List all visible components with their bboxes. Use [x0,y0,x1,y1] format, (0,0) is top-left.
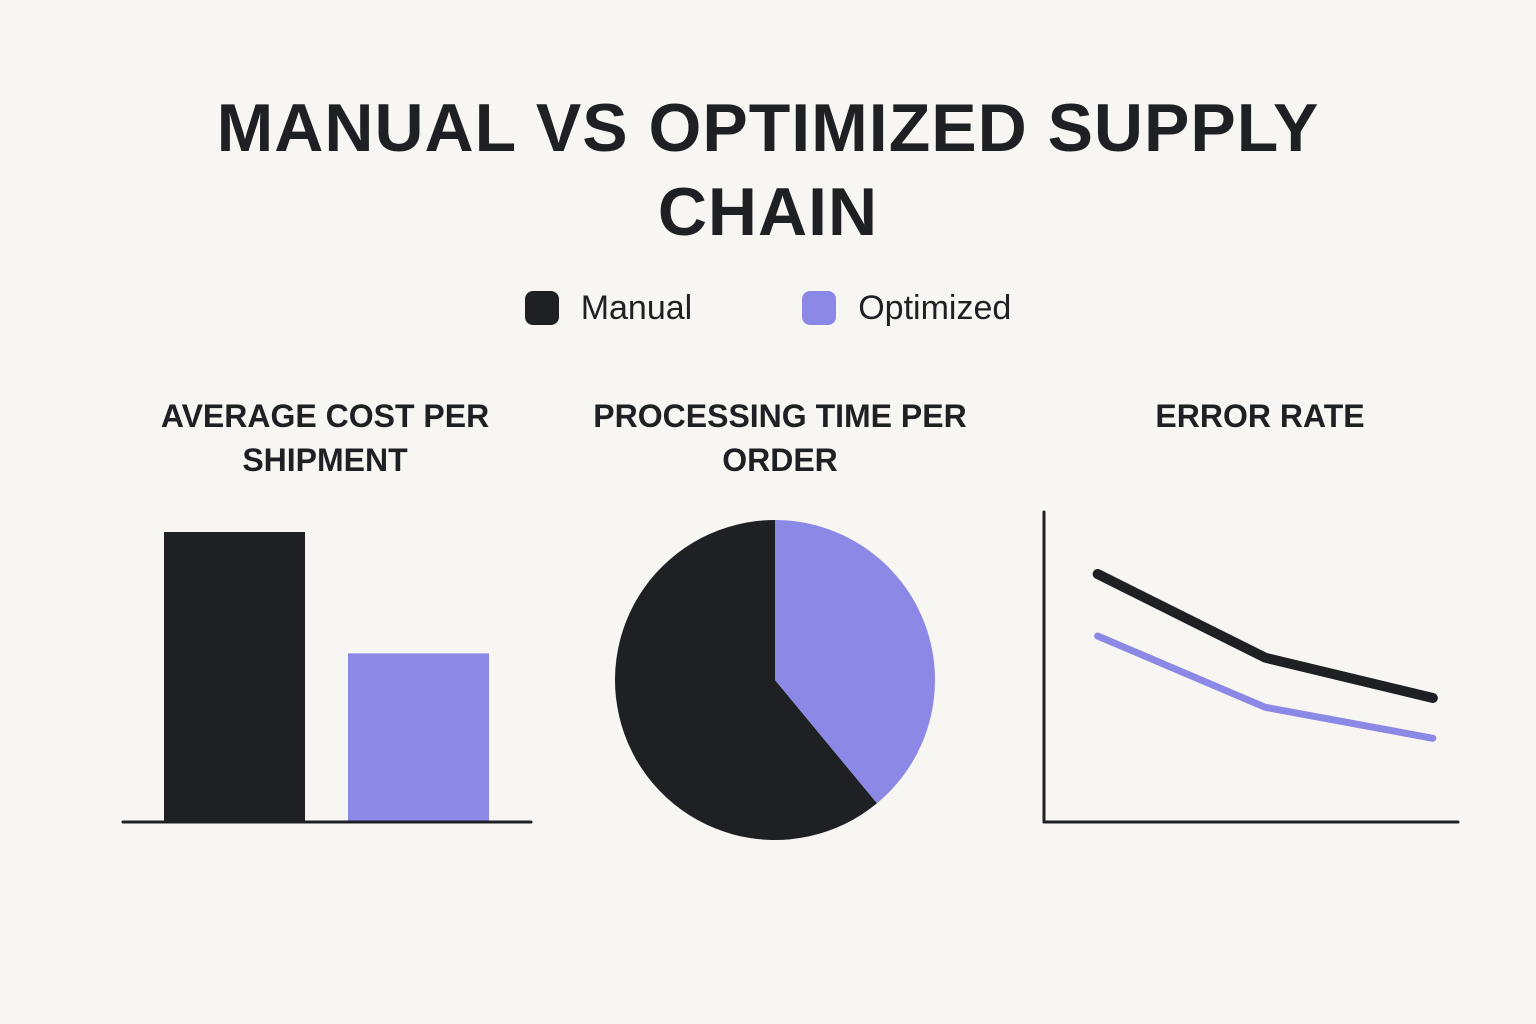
optimized-processing-slice [775,520,935,804]
manual-swatch [524,291,559,325]
optimized-cost-bar [348,653,489,821]
error-rate-chart-title: ERROR RATE [1155,398,1365,434]
manual-error-rate-line [1092,569,1438,703]
processing-time-chart-title: PROCESSING TIME PER ORDER [593,398,967,478]
manual-cost-bar [164,532,305,821]
manual-legend-label: Manual [580,289,693,327]
average-cost-bar-chart [121,532,533,824]
manual-processing-slice [615,520,877,840]
optimized-error-rate-line [1094,632,1437,742]
legend: Manual Optimized [0,286,1536,330]
legend-item-optimized: Optimized [802,286,1011,330]
page-title: MANUAL VS OPTIMIZED SUPPLY CHAIN [216,90,1320,250]
optimized-legend-label: Optimized [858,289,1012,327]
optimized-swatch [802,291,837,325]
legend-item-manual: Manual [524,286,693,330]
processing-time-pie-chart [615,520,935,840]
error-rate-line-chart [1042,510,1460,824]
average-cost-chart-title: AVERAGE COST PER SHIPMENT [160,398,490,478]
